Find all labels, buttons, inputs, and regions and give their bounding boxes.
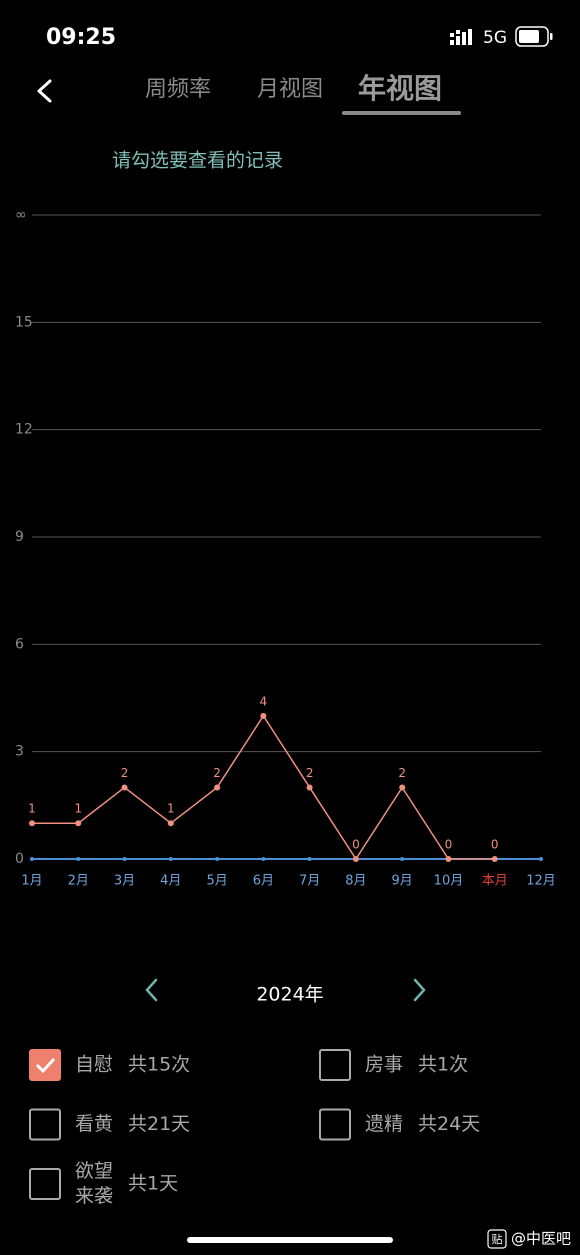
data-point bbox=[29, 820, 35, 827]
record-count: 共1天 bbox=[128, 1173, 178, 1195]
x-tick-dot bbox=[261, 857, 266, 861]
data-point bbox=[75, 820, 82, 827]
y-tick-label: 6 bbox=[15, 636, 24, 652]
data-point bbox=[260, 712, 267, 719]
checkbox[interactable] bbox=[29, 1168, 61, 1200]
x-tick-dot bbox=[122, 857, 127, 861]
record-count: 共24天 bbox=[418, 1113, 480, 1135]
x-tick-label: 2月 bbox=[68, 874, 89, 889]
x-tick-dot bbox=[539, 857, 543, 861]
data-point bbox=[445, 856, 452, 862]
y-tick-label: 3 bbox=[15, 744, 24, 760]
back-button[interactable] bbox=[37, 79, 52, 103]
next-year[interactable] bbox=[413, 978, 426, 1002]
data-point bbox=[214, 784, 221, 791]
record-label: 遗精 bbox=[365, 1113, 403, 1135]
data-label: 1 bbox=[28, 802, 36, 816]
x-tick-label: 本月 bbox=[482, 874, 508, 889]
record-label: 来袭 bbox=[75, 1185, 113, 1207]
x-tick-label: 4月 bbox=[160, 874, 181, 889]
checkmark bbox=[35, 1057, 56, 1074]
record-label: 欲望 bbox=[75, 1160, 113, 1182]
record-label: 看黄 bbox=[75, 1113, 113, 1135]
checkbox[interactable] bbox=[29, 1108, 61, 1141]
checkbox[interactable] bbox=[319, 1108, 351, 1141]
tab[interactable]: 月视图 bbox=[257, 77, 323, 102]
y-tick-label: 12 bbox=[15, 422, 33, 438]
x-tick-dot bbox=[76, 857, 81, 861]
data-label: 2 bbox=[213, 766, 221, 780]
x-tick-dot bbox=[168, 857, 173, 861]
data-label: 0 bbox=[352, 838, 360, 852]
data-point bbox=[306, 784, 313, 791]
data-point bbox=[491, 856, 498, 862]
record-label: 房事 bbox=[365, 1054, 403, 1076]
record-count: 共1次 bbox=[418, 1054, 468, 1076]
x-tick-label: 5月 bbox=[206, 874, 227, 889]
record-count: 共21天 bbox=[128, 1113, 190, 1135]
x-tick-label: 7月 bbox=[299, 874, 320, 889]
x-tick-dot bbox=[400, 857, 405, 861]
data-label: 1 bbox=[167, 802, 175, 816]
y-tick-label: 0 bbox=[15, 851, 24, 867]
tab[interactable]: 周频率 bbox=[145, 77, 211, 102]
network-label: 5G bbox=[483, 28, 507, 48]
y-tick-label: 15 bbox=[15, 314, 33, 330]
record-count: 共15次 bbox=[128, 1054, 190, 1076]
checkbox[interactable] bbox=[319, 1049, 351, 1081]
x-tick-dot bbox=[307, 857, 312, 861]
data-label: 2 bbox=[121, 766, 129, 780]
signal-icon bbox=[450, 29, 472, 45]
hint-text: 请勾选要查看的记录 bbox=[112, 150, 283, 172]
data-label: 1 bbox=[74, 802, 82, 816]
watermark-icon: 贴 bbox=[492, 1232, 503, 1246]
watermark-text: @中医吧 bbox=[511, 1230, 571, 1248]
x-tick-label: 12月 bbox=[526, 874, 556, 889]
x-tick-label: 3月 bbox=[114, 874, 135, 889]
data-point bbox=[167, 820, 174, 827]
status-time: 09:25 bbox=[46, 25, 116, 50]
home-indicator bbox=[187, 1237, 393, 1243]
tab-active[interactable]: 年视图 bbox=[358, 72, 442, 105]
x-tick-dot bbox=[215, 857, 220, 861]
data-label: 4 bbox=[260, 694, 268, 708]
watermark-icon-frame bbox=[487, 1229, 507, 1249]
x-tick-label: 9月 bbox=[392, 874, 413, 889]
x-tick-label: 6月 bbox=[253, 874, 274, 889]
x-tick-label: 1月 bbox=[21, 874, 42, 889]
prev-year[interactable] bbox=[145, 978, 158, 1002]
record-label: 自慰 bbox=[75, 1054, 113, 1076]
data-label: 2 bbox=[306, 766, 314, 780]
data-point bbox=[352, 856, 359, 862]
y-tick-label: 9 bbox=[15, 529, 24, 545]
x-tick-label: 8月 bbox=[345, 874, 366, 889]
data-point bbox=[121, 784, 128, 791]
data-label: 0 bbox=[491, 838, 499, 852]
checkbox-checked[interactable] bbox=[29, 1049, 61, 1081]
data-label: 0 bbox=[445, 838, 453, 852]
data-label: 2 bbox=[398, 766, 406, 780]
year-label: 2024年 bbox=[256, 984, 323, 1006]
tab-underline bbox=[342, 111, 461, 115]
y-tick-label: ∞ bbox=[15, 207, 27, 223]
data-point bbox=[399, 784, 406, 791]
x-tick-label: 10月 bbox=[434, 874, 464, 889]
battery-icon bbox=[515, 26, 553, 47]
x-tick-dot bbox=[30, 857, 34, 861]
